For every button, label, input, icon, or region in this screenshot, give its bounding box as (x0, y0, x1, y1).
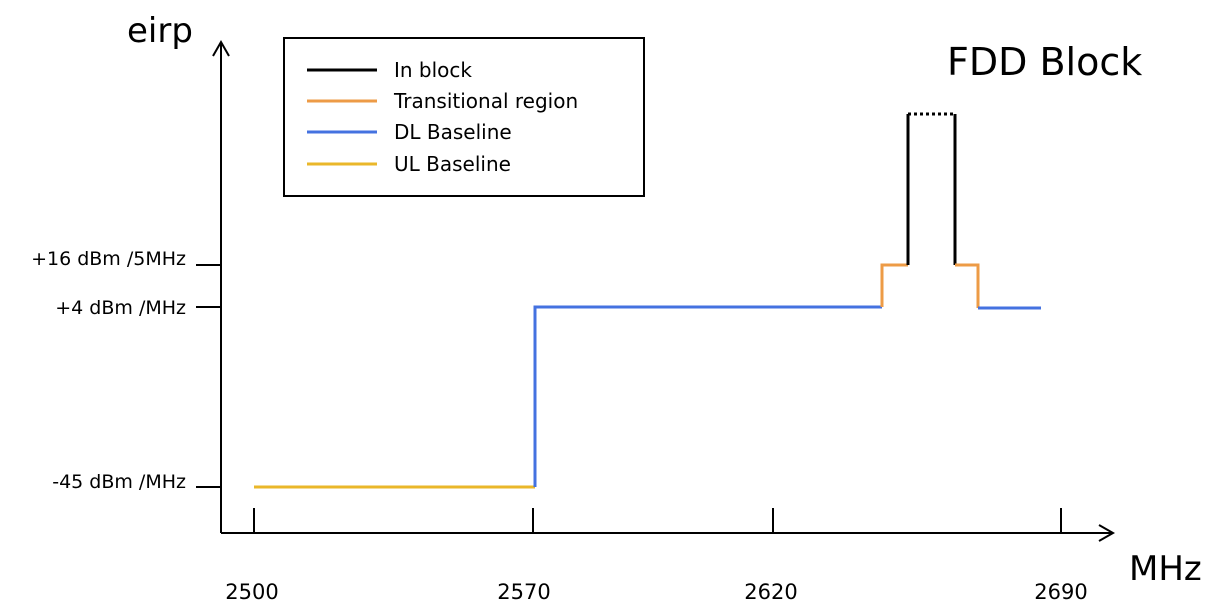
legend-label-dl: DL Baseline (394, 120, 512, 144)
mask-lines (254, 112, 1041, 489)
x-tick-label: 2500 (225, 580, 278, 604)
y-tick-label: +4 dBm /MHz (55, 297, 186, 319)
y-axis-label: eirp (127, 11, 193, 51)
legend-label-in-block: In block (394, 58, 472, 82)
legend-box (283, 37, 645, 197)
y-tick-label: -45 dBm /MHz (52, 471, 186, 493)
legend: In block Transitional region DL Baseline… (283, 37, 645, 197)
x-tick-label: 2570 (497, 580, 550, 604)
y-axis-arrowhead (212, 39, 230, 57)
y-ticks (196, 264, 221, 488)
diagram-title: FDD Block (947, 40, 1142, 84)
legend-label-ul: UL Baseline (394, 152, 511, 176)
axes (212, 39, 1116, 542)
x-ticks (253, 508, 1062, 533)
x-axis-label: MHz (1129, 549, 1202, 589)
x-tick-label: 2620 (744, 580, 797, 604)
legend-label-transitional: Transitional region (393, 89, 578, 113)
dl-baseline-line-left (533, 305, 882, 487)
x-axis-arrowhead (1098, 524, 1116, 542)
transitional-region-left (880, 263, 908, 307)
y-tick-label: +16 dBm /5MHz (31, 248, 186, 270)
transitional-region-right (955, 263, 980, 308)
x-tick-label: 2690 (1034, 580, 1087, 604)
